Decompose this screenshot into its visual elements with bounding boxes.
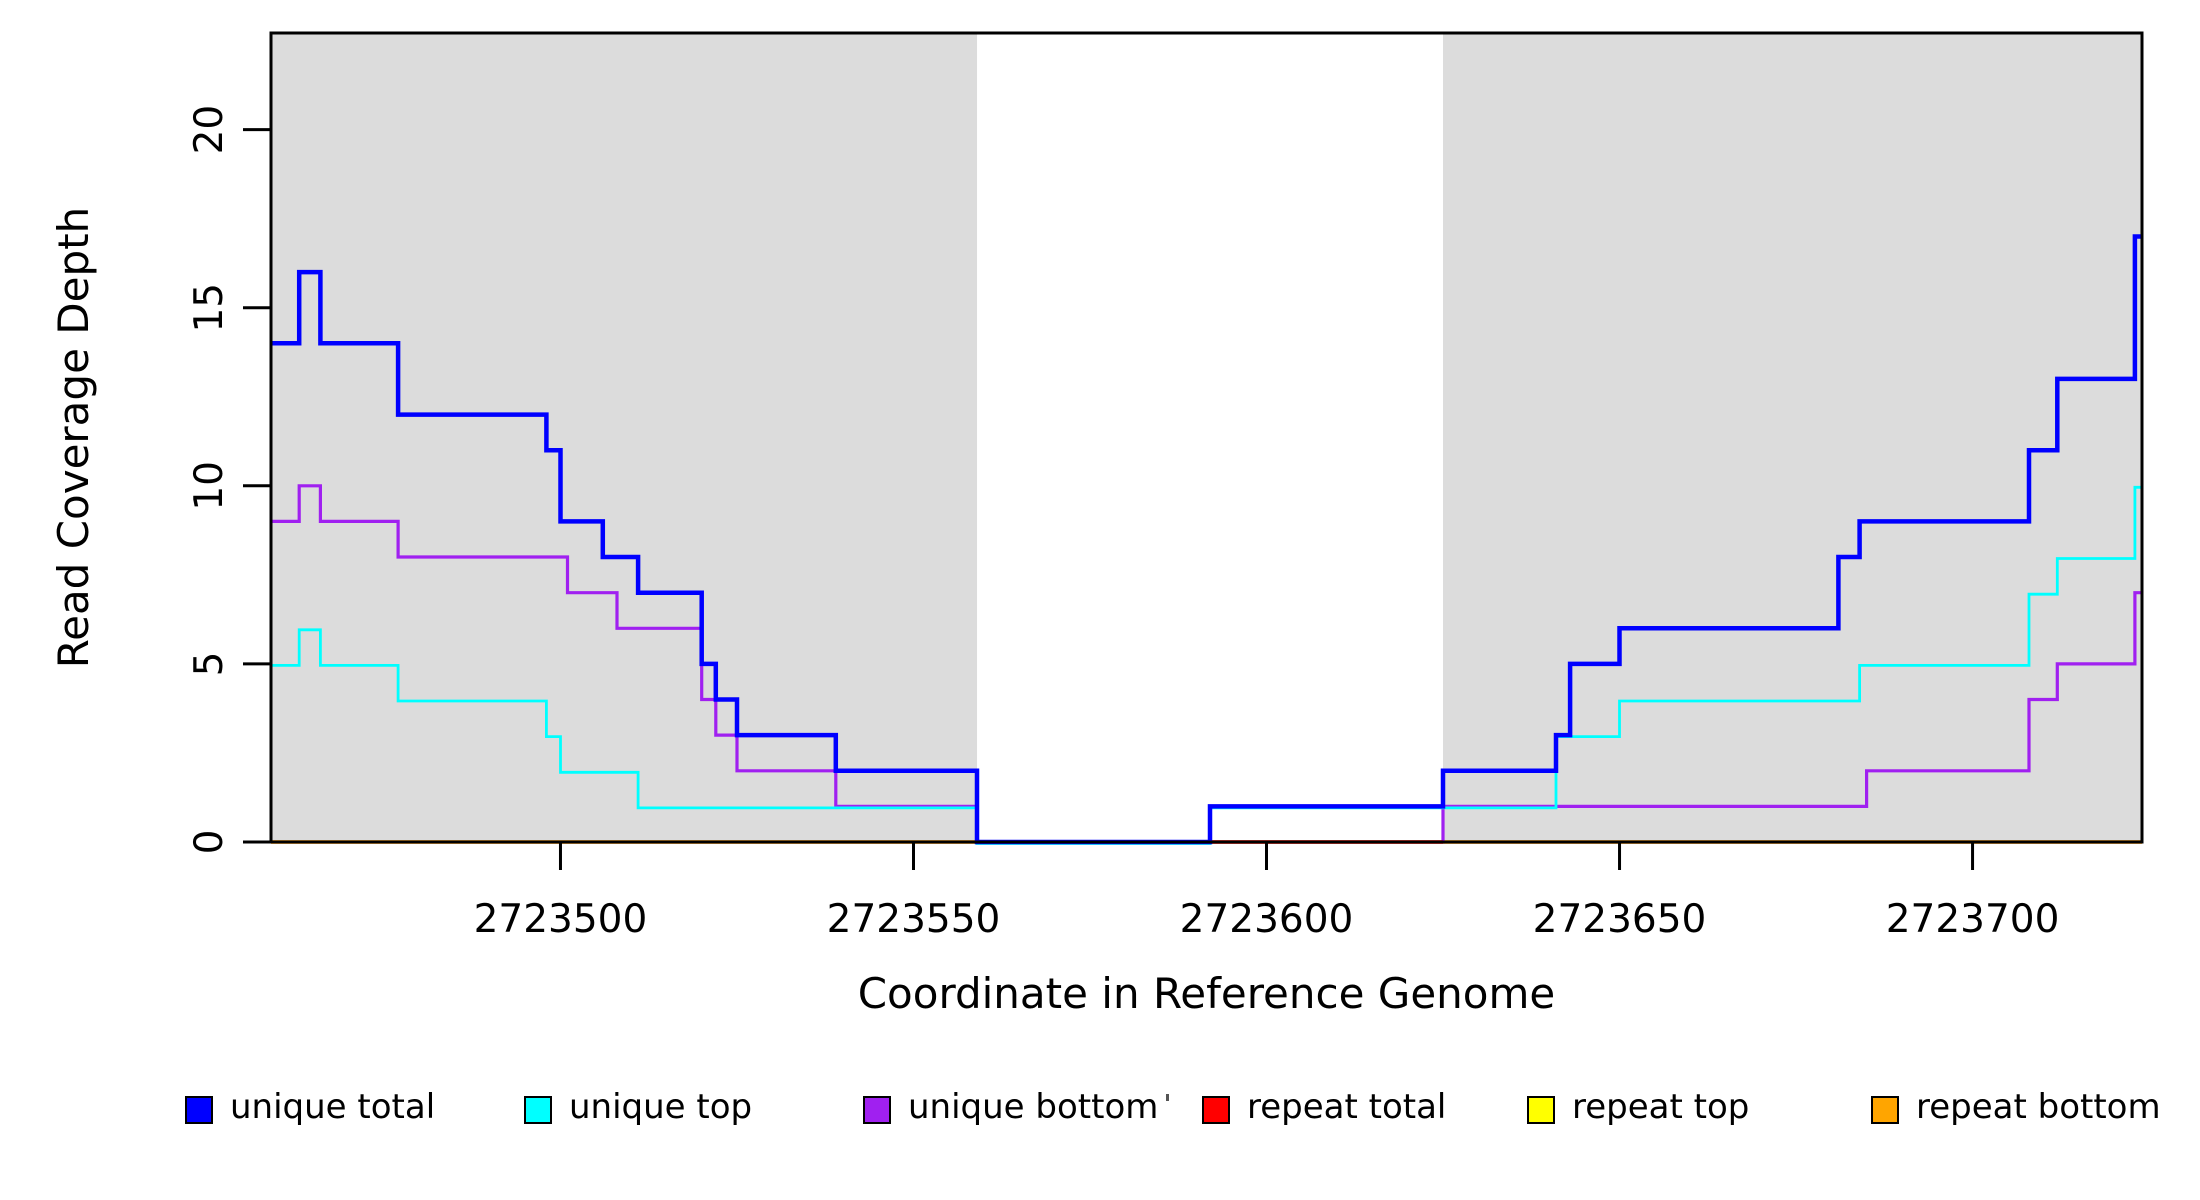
stray-mark (1166, 1094, 1169, 1101)
series-line-unique-bottom (271, 484, 2142, 844)
y-tick-label: 0 (187, 830, 232, 855)
legend-label-unique-bottom: unique bottom (908, 1087, 1158, 1127)
series-line-unique-total (271, 234, 2142, 845)
legend-swatch-repeat-bottom (1871, 1096, 1899, 1124)
y-tick-label: 10 (187, 461, 232, 511)
legend-label-repeat-top: repeat top (1572, 1087, 1749, 1127)
legend-label-unique-top: unique top (569, 1087, 752, 1127)
legend-label-unique-total: unique total (230, 1087, 435, 1127)
x-axis-title: Coordinate in Reference Genome (858, 969, 1556, 1018)
x-tick-label: 2723500 (474, 897, 648, 942)
legend-swatch-repeat-total (1202, 1096, 1230, 1124)
y-axis-title: Read Coverage Depth (49, 207, 98, 668)
x-tick-label: 2723600 (1180, 897, 1354, 942)
legend-swatch-repeat-top (1527, 1096, 1555, 1124)
y-tick-label: 5 (187, 651, 232, 676)
y-tick-label: 20 (187, 105, 232, 155)
x-tick-label: 2723700 (1886, 897, 2060, 942)
legend-swatch-unique-bottom (863, 1096, 891, 1124)
x-tick-label: 2723650 (1533, 897, 1707, 942)
legend-swatch-unique-top (524, 1096, 552, 1124)
legend-label-repeat-bottom: repeat bottom (1916, 1087, 2161, 1127)
shaded-region-1 (271, 33, 978, 842)
shaded-region-2 (1443, 33, 2142, 842)
x-tick-label: 2723550 (827, 897, 1001, 942)
plot-border (269, 31, 2144, 844)
y-tick-label: 15 (187, 283, 232, 333)
legend-swatch-unique-total (185, 1096, 213, 1124)
legend-label-repeat-total: repeat total (1247, 1087, 1446, 1127)
